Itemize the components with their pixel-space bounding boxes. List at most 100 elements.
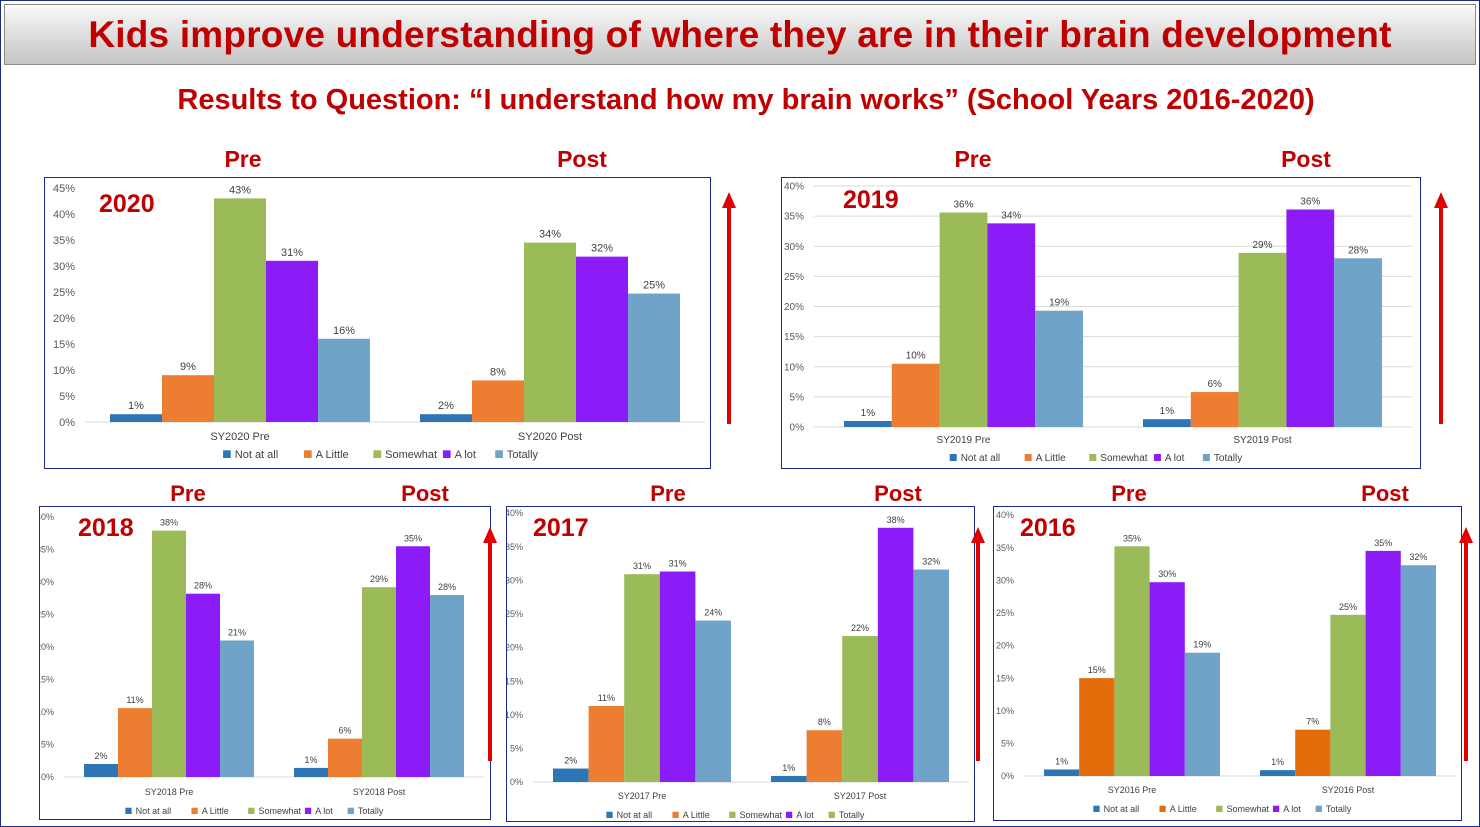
chart-2016: 0% 5% 10% 15% 20% 25% 30% 35% 40% 1% 15% 35% 30% 19% S… bbox=[996, 510, 1456, 814]
legend-label: A lot bbox=[1165, 453, 1185, 464]
up-arrow-icon bbox=[483, 527, 497, 761]
data-label: 1% bbox=[1271, 757, 1284, 767]
bar bbox=[1286, 209, 1335, 427]
legend-swatch bbox=[373, 450, 382, 458]
slide-subtitle: Results to Question: “I understand how m… bbox=[177, 84, 1315, 116]
legend-label: A Little bbox=[316, 449, 349, 461]
legend-swatch bbox=[191, 807, 198, 814]
y-tick-label: 0% bbox=[59, 417, 75, 429]
bar bbox=[844, 420, 892, 427]
legend-label: Somewhat bbox=[258, 806, 301, 816]
legend-swatch bbox=[672, 811, 679, 818]
data-label: 1% bbox=[1055, 756, 1068, 766]
bar bbox=[152, 530, 186, 777]
post-label-2017: Post bbox=[874, 481, 922, 506]
legend-swatch bbox=[949, 454, 957, 461]
bar bbox=[1143, 419, 1191, 427]
y-tick-label: 15% bbox=[996, 673, 1014, 683]
data-label: 25% bbox=[1339, 602, 1357, 612]
legend-swatch bbox=[1202, 454, 1210, 461]
data-label: 10% bbox=[906, 351, 926, 362]
y-tick-label: 40% bbox=[40, 512, 54, 522]
data-label: 25% bbox=[643, 280, 665, 292]
bar bbox=[318, 338, 370, 422]
year-label-2019: 2019 bbox=[843, 186, 899, 214]
y-tick-label: 35% bbox=[996, 543, 1014, 553]
bar bbox=[1330, 614, 1366, 776]
chart-2018: 0% 5% 10% 15% 20% 25% 30% 35% 40% 2% 11% 38% 28% 21% S… bbox=[40, 512, 484, 816]
data-label: 21% bbox=[228, 628, 246, 638]
legend-swatch bbox=[223, 450, 231, 458]
y-tick-label: 0% bbox=[41, 772, 54, 782]
bar bbox=[1184, 652, 1220, 776]
year-label-2016: 2016 bbox=[1020, 514, 1076, 542]
bar bbox=[628, 293, 680, 422]
bar bbox=[214, 198, 266, 422]
legend-label: A lot bbox=[1283, 804, 1301, 814]
legend-label: A lot bbox=[796, 810, 814, 820]
up-arrow-icon bbox=[722, 192, 736, 424]
y-tick-label: 10% bbox=[40, 707, 54, 717]
bar bbox=[1334, 258, 1382, 427]
data-label: 29% bbox=[370, 574, 388, 584]
data-label: 31% bbox=[633, 561, 651, 571]
y-tick-label: 20% bbox=[53, 313, 75, 325]
data-label: 35% bbox=[1374, 538, 1392, 548]
data-label: 22% bbox=[851, 623, 869, 633]
bar bbox=[1044, 769, 1080, 776]
bar bbox=[472, 380, 524, 422]
post-label-2018: Post bbox=[401, 481, 449, 506]
y-tick-label: 5% bbox=[59, 391, 75, 403]
chart-panel-2018: 0% 5% 10% 15% 20% 25% 30% 35% 40% 2% 11% 38% 28% 21% S… bbox=[39, 506, 491, 820]
pre-label-2017: Pre bbox=[650, 481, 686, 506]
chart-2017: 0% 5% 10% 15% 20% 25% 30% 35% 40% 2% 11% 31% 31% 24% S… bbox=[507, 508, 969, 820]
legend-label: A Little bbox=[1036, 453, 1066, 464]
bar bbox=[806, 730, 843, 782]
legend-label: Totally bbox=[1214, 453, 1242, 464]
legend-label: Somewhat bbox=[1100, 453, 1147, 464]
data-label: 1% bbox=[304, 755, 317, 765]
legend-label: A Little bbox=[1170, 804, 1197, 814]
legend-label: A Little bbox=[202, 806, 229, 816]
data-label: 8% bbox=[818, 717, 831, 727]
bar bbox=[118, 708, 152, 777]
bar bbox=[162, 375, 214, 422]
data-label: 1% bbox=[1160, 406, 1175, 417]
up-arrow-icon bbox=[1459, 527, 1473, 761]
category-label: SY2019 Post bbox=[1233, 435, 1292, 446]
category-label: SY2018 Post bbox=[353, 787, 406, 797]
legend-swatch bbox=[125, 807, 132, 814]
bar bbox=[913, 569, 949, 782]
legend-swatch bbox=[442, 450, 451, 458]
legend-swatch bbox=[606, 811, 613, 818]
pre-label-2016: Pre bbox=[1111, 481, 1147, 506]
legend-swatch bbox=[347, 807, 354, 814]
chart-2019: 0% 5% 10% 15% 20% 25% 30% 35% 40% 1% 10% 36% 34% 19% S… bbox=[784, 182, 1412, 464]
slide-title: Kids improve understanding of where they… bbox=[88, 13, 1392, 55]
y-tick-label: 35% bbox=[507, 542, 523, 552]
bar bbox=[266, 260, 318, 422]
pre-label-2020: Pre bbox=[224, 146, 262, 172]
y-tick-label: 0% bbox=[1001, 771, 1014, 781]
data-label: 30% bbox=[1158, 569, 1176, 579]
y-tick-label: 15% bbox=[53, 339, 75, 351]
data-label: 7% bbox=[1306, 717, 1319, 727]
legend-swatch bbox=[495, 450, 503, 458]
bar bbox=[624, 574, 660, 782]
data-label: 28% bbox=[1348, 245, 1368, 256]
data-label: 2% bbox=[564, 756, 577, 766]
legend-swatch bbox=[1315, 805, 1322, 812]
bar bbox=[771, 775, 807, 782]
legend-label: Not at all bbox=[1104, 804, 1140, 814]
bar bbox=[430, 595, 464, 777]
data-label: 19% bbox=[1049, 298, 1069, 309]
data-label: 36% bbox=[953, 200, 973, 211]
data-label: 34% bbox=[1001, 210, 1021, 221]
legend-label: Not at all bbox=[235, 449, 278, 461]
data-label: 6% bbox=[1207, 379, 1222, 390]
data-label: 31% bbox=[281, 247, 303, 259]
data-label: 35% bbox=[404, 533, 422, 543]
post-label-2016: Post bbox=[1361, 481, 1409, 506]
data-label: 29% bbox=[1252, 240, 1272, 251]
data-label: 24% bbox=[704, 608, 722, 618]
